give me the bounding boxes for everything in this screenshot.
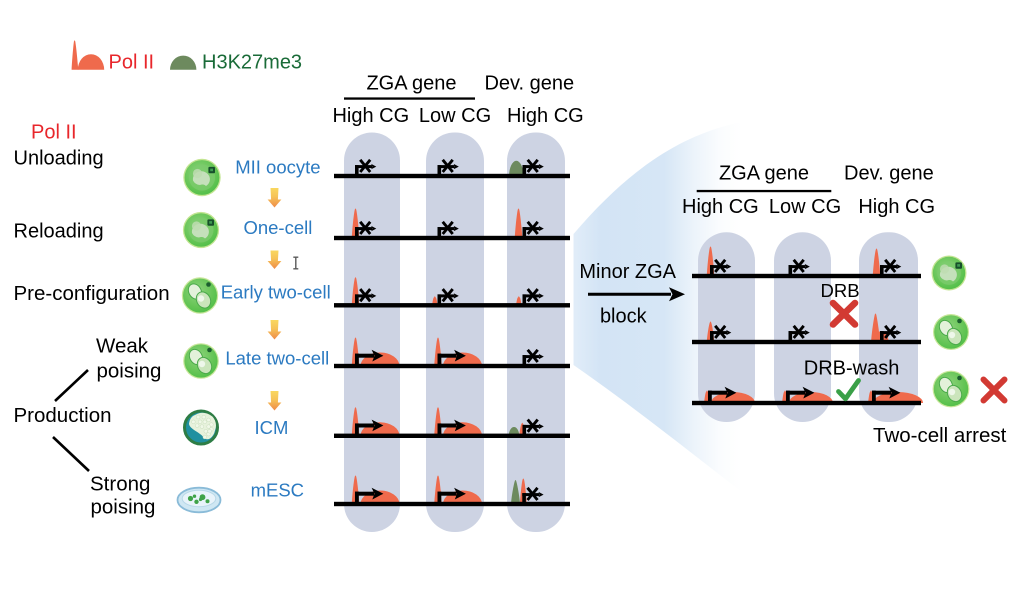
svg-text:Reloading: Reloading <box>14 221 104 243</box>
svg-text:Dev. gene: Dev. gene <box>844 163 934 185</box>
svg-text:Pol II: Pol II <box>109 52 155 74</box>
svg-text:Early two-cell: Early two-cell <box>221 282 331 303</box>
svg-text:ZGA gene: ZGA gene <box>366 73 456 95</box>
svg-text:ICM: ICM <box>255 417 289 438</box>
svg-text:poising: poising <box>91 496 156 519</box>
svg-text:Pol II: Pol II <box>31 122 77 144</box>
svg-text:Two-cell arrest: Two-cell arrest <box>873 424 1007 447</box>
svg-text:High CG: High CG <box>507 105 584 127</box>
svg-text:Pre-configuration: Pre-configuration <box>14 282 170 305</box>
svg-text:H3K27me3: H3K27me3 <box>202 52 302 74</box>
svg-text:DRB: DRB <box>820 280 859 301</box>
svg-text:block: block <box>600 306 648 328</box>
svg-text:High CG: High CG <box>858 196 935 218</box>
svg-text:Weak: Weak <box>96 335 149 358</box>
svg-text:Low CG: Low CG <box>769 196 841 218</box>
svg-text:Dev. gene: Dev. gene <box>484 73 574 95</box>
svg-text:ZGA gene: ZGA gene <box>719 163 809 185</box>
svg-text:mESC: mESC <box>251 480 304 501</box>
svg-text:Minor ZGA: Minor ZGA <box>579 261 676 283</box>
svg-text:Strong: Strong <box>90 473 150 496</box>
svg-text:MII oocyte: MII oocyte <box>235 157 320 178</box>
svg-text:One-cell: One-cell <box>243 217 312 238</box>
svg-text:poising: poising <box>97 360 162 383</box>
svg-text:High CG: High CG <box>332 105 409 127</box>
svg-text:Unloading: Unloading <box>14 148 104 170</box>
svg-text:Production: Production <box>14 404 112 427</box>
svg-text:Low CG: Low CG <box>419 105 491 127</box>
svg-text:Late two-cell: Late two-cell <box>225 348 329 369</box>
svg-text:DRB-wash: DRB-wash <box>804 358 900 380</box>
svg-text:High CG: High CG <box>682 196 759 218</box>
